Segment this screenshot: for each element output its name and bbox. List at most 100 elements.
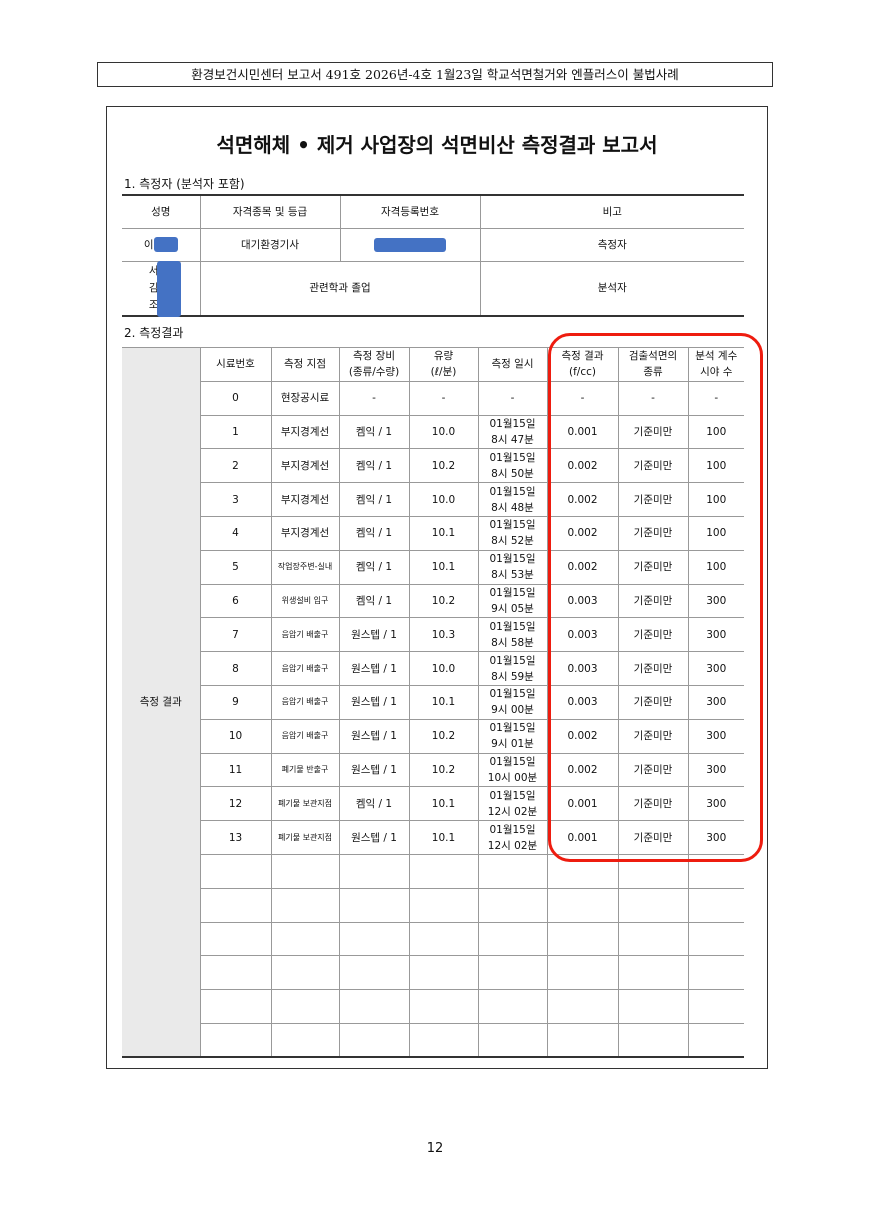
empty-cell	[617, 887, 689, 923]
cell-text: 10.2	[431, 459, 456, 472]
cell-text: 0.001	[567, 425, 598, 438]
data-cell: 10.1	[408, 549, 479, 585]
cell-text: 12시 02분	[487, 839, 538, 852]
cell-text: 0.001	[567, 797, 598, 810]
cell-text: 0.002	[567, 493, 598, 506]
cell-text: 8시 50분	[491, 467, 534, 480]
data-cell: 300	[687, 752, 744, 788]
data-cell: 켐익 / 1	[338, 786, 410, 822]
data-cell: 켐익 / 1	[338, 482, 410, 517]
cell-text: 01월15일	[489, 688, 536, 701]
cell-text: 음압기 배출구	[281, 629, 329, 639]
cell-text: 폐기물 보관지점	[277, 832, 333, 842]
cell-text: 8	[232, 662, 239, 675]
cell-text: (f/cc)	[569, 366, 596, 379]
cell-text: -	[510, 392, 515, 405]
cell-text: 작업장주변-실내	[277, 562, 333, 572]
cell-text: (종류/수량)	[348, 366, 400, 379]
data-cell: 기준미만	[617, 549, 689, 585]
header-cell: 분석 계수 시야 수	[687, 347, 744, 382]
empty-cell	[477, 887, 548, 923]
cell-text: 10시 00분	[487, 771, 538, 784]
data-cell: 음압기 배출구	[270, 718, 340, 754]
cell-text: 10.0	[431, 493, 456, 506]
cell-text: 0.003	[567, 594, 598, 607]
empty-cell	[477, 989, 548, 1024]
cell-text: 13	[228, 831, 243, 844]
table-row: 5 작업장주변-실내 켐익 / 1 10.1 01월15일 8시 53분 0.002 기준미만…	[122, 549, 744, 585]
data-cell: 원스텝 / 1	[338, 617, 410, 653]
cell-text: 1	[232, 425, 239, 438]
data-cell: 켐익 / 1	[338, 515, 410, 551]
cell-text: -	[441, 392, 446, 405]
data-cell: 12	[199, 786, 272, 822]
cell-text: 12	[228, 797, 243, 810]
cell-text: 종류	[643, 366, 663, 379]
data-cell: 10.3	[408, 617, 479, 653]
data-cell: 기준미만	[617, 718, 689, 754]
data-cell: 2	[199, 448, 272, 484]
cell-text: 검출석면의	[628, 350, 678, 363]
data-cell: 10.0	[408, 482, 479, 517]
empty-cell	[546, 1022, 619, 1058]
empty-cell	[408, 1022, 479, 1058]
empty-cell	[687, 1022, 744, 1058]
data-cell: 11	[199, 752, 272, 788]
empty-cell	[408, 853, 479, 889]
empty-cell	[477, 853, 548, 889]
data-cell: 기준미만	[617, 752, 689, 788]
cell-text: 폐기물 반출구	[281, 764, 329, 774]
table-row: 9 음압기 배출구 원스텝 / 1 10.1 01월15일 9시 00분 0.003 기준미만…	[122, 684, 744, 720]
cell-text: 12시 02분	[487, 805, 538, 818]
cell-text: 부지경계선	[280, 527, 330, 540]
name-cell: 이	[122, 227, 201, 262]
cell-text: 8시 58분	[491, 636, 534, 649]
cell-text: 10.1	[431, 696, 456, 709]
empty-cell	[477, 921, 548, 957]
data-cell: 300	[687, 820, 744, 855]
cell-text: 4	[232, 527, 239, 540]
cell-text: 300	[706, 696, 727, 709]
data-cell: 10.1	[408, 515, 479, 551]
report-title: 석면해체 • 제거 사업장의 석면비산 측정결과 보고서	[216, 133, 658, 157]
cell-text: 300	[706, 662, 727, 675]
cell-text: -	[651, 392, 655, 405]
cell-text: 5	[232, 561, 239, 574]
empty-row	[122, 955, 744, 991]
data-cell: 01월15일 12시 02분	[477, 820, 548, 855]
empty-cell	[199, 955, 272, 991]
cell-text: 01월15일	[489, 485, 536, 498]
table-row: 3 부지경계선 켐익 / 1 10.0 01월15일 8시 48분 0.002 기준미만 100	[122, 482, 744, 517]
data-cell: 켐익 / 1	[338, 414, 410, 450]
data-cell: 01월15일 9시 05분	[477, 583, 548, 619]
empty-cell	[546, 989, 619, 1024]
cell-text: 10.1	[431, 831, 456, 844]
data-cell: 음압기 배출구	[270, 684, 340, 720]
data-cell: 10.1	[408, 820, 479, 855]
name-text: 조	[148, 298, 159, 311]
empty-cell	[338, 1022, 410, 1058]
cell-text: 기준미만	[633, 662, 673, 675]
empty-cell	[199, 989, 272, 1024]
report-header: 환경보건시민센터 보고서 491호 2026년-4호 1월23일 학교석면철거와…	[97, 62, 773, 87]
cell-text: 0.002	[567, 561, 598, 574]
cell-text: 켐익 / 1	[355, 527, 393, 540]
empty-cell	[408, 887, 479, 923]
data-cell: 0.002	[546, 482, 619, 517]
cell-text: 01월15일	[489, 586, 536, 599]
cell-text: 9	[232, 696, 239, 709]
empty-cell	[338, 955, 410, 991]
cell-text: 8시 53분	[491, 569, 534, 582]
data-cell: 원스텝 / 1	[338, 651, 410, 686]
cell-text: 기준미만	[633, 730, 673, 743]
empty-cell	[270, 887, 340, 923]
empty-cell	[687, 989, 744, 1024]
data-cell: 기준미만	[617, 448, 689, 484]
cell-text: 시야 수	[700, 366, 733, 379]
empty-cell	[408, 955, 479, 991]
data-cell: 현장공시료	[270, 380, 340, 416]
data-cell: -	[477, 380, 548, 416]
data-cell: 5	[199, 549, 272, 585]
data-cell: 13	[199, 820, 272, 855]
cell-text: 기준미만	[633, 797, 673, 810]
